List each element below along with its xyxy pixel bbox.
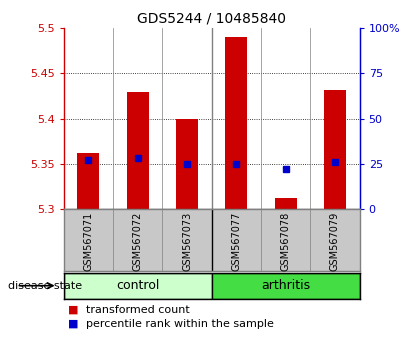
- Text: transformed count: transformed count: [86, 305, 190, 315]
- Text: ■: ■: [68, 305, 79, 315]
- Text: ■: ■: [68, 319, 79, 329]
- Text: GSM567072: GSM567072: [133, 212, 143, 271]
- Text: percentile rank within the sample: percentile rank within the sample: [86, 319, 274, 329]
- Bar: [64, 273, 212, 299]
- Bar: [77, 153, 99, 209]
- Text: GSM567071: GSM567071: [83, 212, 93, 271]
- Text: control: control: [116, 279, 159, 292]
- Text: GSM567077: GSM567077: [231, 212, 241, 271]
- Text: arthritis: arthritis: [261, 279, 310, 292]
- Bar: [324, 90, 346, 209]
- Title: GDS5244 / 10485840: GDS5244 / 10485840: [137, 12, 286, 26]
- Bar: [127, 91, 149, 209]
- Bar: [225, 37, 247, 209]
- Bar: [176, 119, 198, 209]
- Text: disease state: disease state: [8, 281, 82, 291]
- Text: GSM567078: GSM567078: [281, 212, 291, 271]
- Text: GSM567079: GSM567079: [330, 212, 340, 271]
- Bar: [275, 198, 297, 209]
- Bar: [212, 273, 360, 299]
- Text: GSM567073: GSM567073: [182, 212, 192, 271]
